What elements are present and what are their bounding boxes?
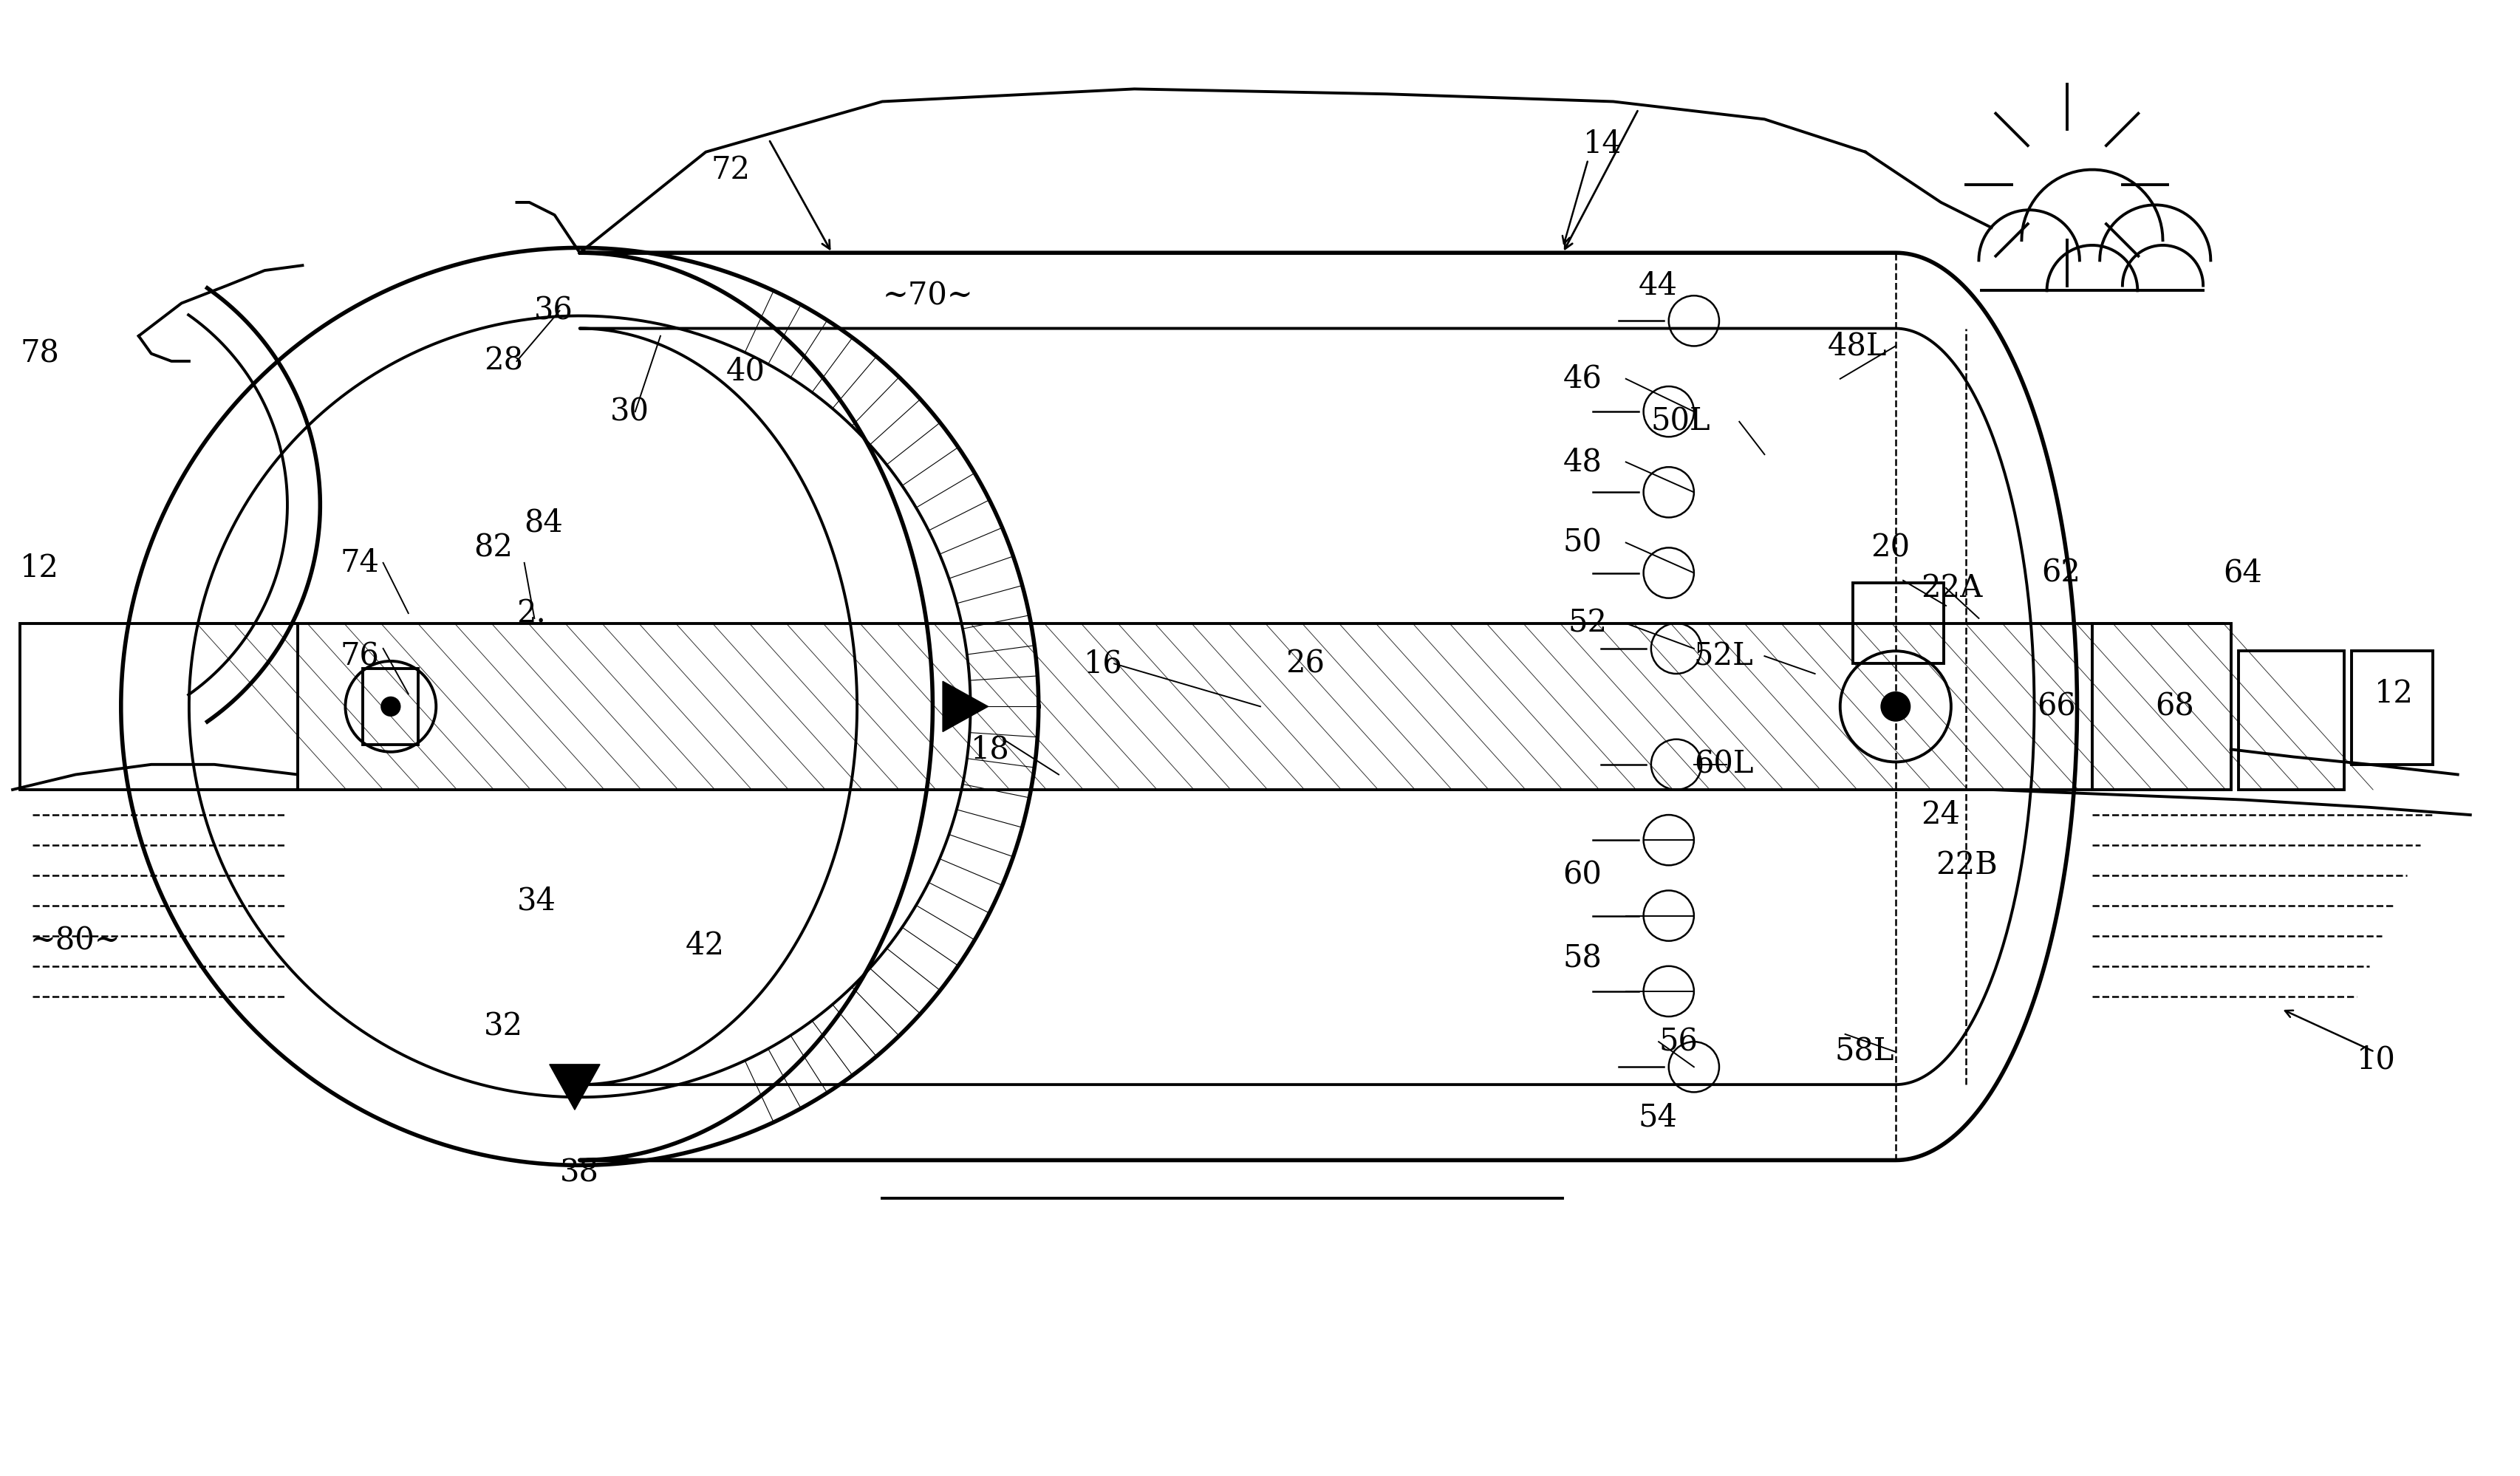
Bar — [2351, 651, 2432, 765]
Bar — [20, 623, 297, 790]
Text: 82: 82 — [474, 533, 514, 564]
Polygon shape — [942, 682, 988, 732]
Text: 58L: 58L — [1835, 1036, 1895, 1067]
Polygon shape — [549, 1064, 600, 1110]
Text: 68: 68 — [2155, 691, 2192, 722]
Text: 34: 34 — [517, 886, 557, 917]
Text: 28: 28 — [484, 345, 524, 376]
Text: 64: 64 — [2223, 558, 2260, 589]
Text: 52: 52 — [1567, 608, 1608, 639]
Text: 26: 26 — [1285, 648, 1326, 679]
Text: 62: 62 — [2041, 558, 2082, 589]
Text: 14: 14 — [1583, 128, 1620, 159]
Text: 40: 40 — [726, 356, 766, 387]
Text: 52L: 52L — [1693, 641, 1754, 672]
Text: 66: 66 — [2036, 691, 2074, 722]
Text: 24: 24 — [1920, 800, 1961, 831]
Text: 74: 74 — [340, 548, 381, 579]
Text: ~80~: ~80~ — [30, 925, 121, 956]
Text: 56: 56 — [1658, 1026, 1696, 1057]
Text: 12: 12 — [20, 552, 60, 583]
Text: 22A: 22A — [1920, 573, 1981, 604]
Text: 10: 10 — [2356, 1044, 2394, 1075]
Text: 50L: 50L — [1651, 406, 1711, 437]
Bar — [2238, 651, 2344, 790]
Text: 60L: 60L — [1693, 748, 1754, 779]
Text: 46: 46 — [1562, 363, 1600, 394]
Text: 32: 32 — [484, 1011, 524, 1042]
Text: 50: 50 — [1562, 527, 1603, 558]
Text: 84: 84 — [524, 506, 562, 539]
Circle shape — [381, 697, 401, 716]
Bar — [2092, 623, 2230, 790]
Text: 54: 54 — [1638, 1101, 1678, 1134]
Text: 42: 42 — [685, 930, 726, 961]
Text: 44: 44 — [1638, 270, 1678, 301]
Text: 76: 76 — [340, 641, 378, 672]
Text: 18: 18 — [970, 734, 1008, 765]
Text: 22B: 22B — [1935, 850, 1998, 881]
Text: 36: 36 — [534, 295, 572, 326]
Bar — [1852, 583, 1943, 664]
Text: 60: 60 — [1562, 861, 1600, 892]
Circle shape — [1880, 691, 1910, 722]
Text: 48L: 48L — [1827, 331, 1887, 362]
Text: 16: 16 — [1084, 648, 1121, 679]
Text: 48: 48 — [1562, 446, 1600, 478]
Text: 2.: 2. — [517, 598, 547, 629]
Text: ~70~: ~70~ — [882, 280, 973, 311]
Text: 12: 12 — [2374, 679, 2414, 710]
Text: 72: 72 — [711, 154, 751, 184]
Text: 58: 58 — [1562, 943, 1600, 974]
Text: 78: 78 — [20, 338, 58, 369]
Text: 30: 30 — [610, 396, 650, 427]
Text: 38: 38 — [559, 1157, 597, 1188]
Bar — [363, 669, 418, 744]
Text: 20: 20 — [1870, 533, 1910, 564]
